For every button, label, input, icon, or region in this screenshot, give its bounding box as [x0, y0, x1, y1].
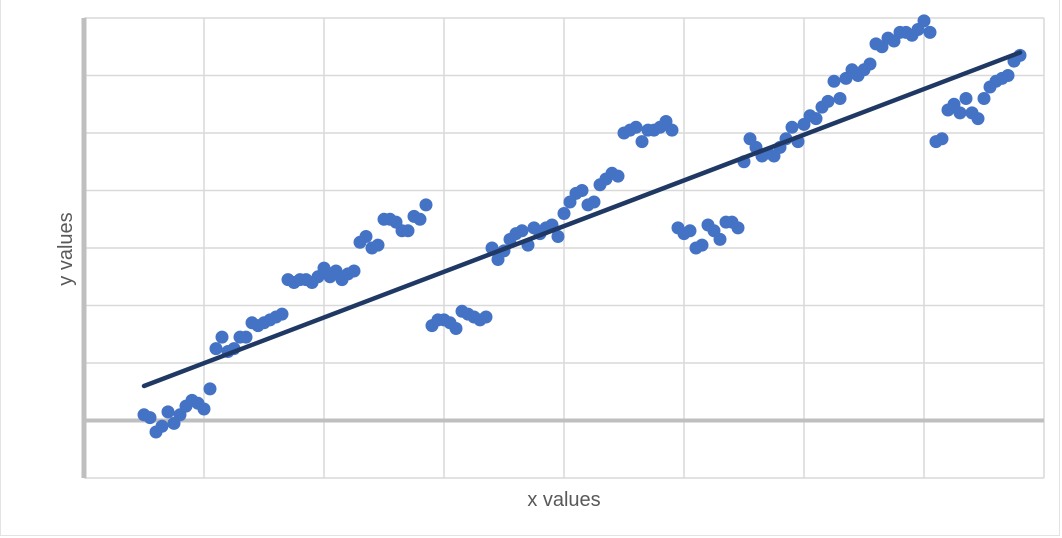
data-point	[203, 382, 217, 396]
data-point	[809, 112, 823, 126]
y-axis-label: y values	[55, 212, 77, 285]
data-point	[827, 74, 841, 88]
data-point	[935, 132, 949, 146]
data-point	[515, 224, 529, 238]
data-point	[713, 232, 727, 246]
data-point	[401, 224, 415, 238]
data-point	[209, 342, 223, 356]
data-point	[833, 92, 847, 105]
data-points	[137, 14, 1027, 439]
data-point	[635, 135, 649, 149]
data-point	[977, 92, 991, 105]
data-point	[371, 238, 385, 252]
data-point	[557, 207, 571, 220]
data-point	[785, 120, 799, 134]
data-point	[419, 198, 433, 212]
data-point	[923, 25, 937, 39]
data-point	[959, 92, 973, 105]
axes	[81, 18, 1044, 478]
trendline-group	[141, 50, 1023, 389]
data-point	[161, 405, 175, 419]
data-point	[275, 307, 289, 321]
data-point	[239, 330, 253, 344]
data-point	[683, 224, 697, 238]
data-point	[347, 264, 361, 278]
trendline	[141, 50, 1023, 389]
data-point	[413, 212, 427, 226]
data-point	[155, 419, 169, 433]
data-point	[917, 14, 931, 28]
data-point	[575, 184, 589, 197]
data-point	[449, 322, 463, 335]
data-point	[143, 411, 157, 425]
data-point	[551, 230, 565, 243]
data-point	[731, 221, 745, 235]
data-point	[953, 106, 967, 120]
data-point	[821, 94, 835, 108]
data-point	[1001, 69, 1015, 82]
data-point	[971, 112, 985, 126]
data-point	[359, 230, 373, 243]
data-point	[197, 402, 211, 416]
data-point	[695, 238, 709, 252]
x-axis-label: x values	[527, 489, 600, 511]
data-point	[863, 57, 877, 71]
data-point	[665, 123, 679, 137]
data-point	[611, 169, 625, 183]
data-point	[479, 310, 493, 324]
gridlines	[84, 17, 1045, 479]
data-point	[629, 120, 643, 134]
data-point	[215, 330, 229, 344]
data-point	[587, 195, 601, 209]
